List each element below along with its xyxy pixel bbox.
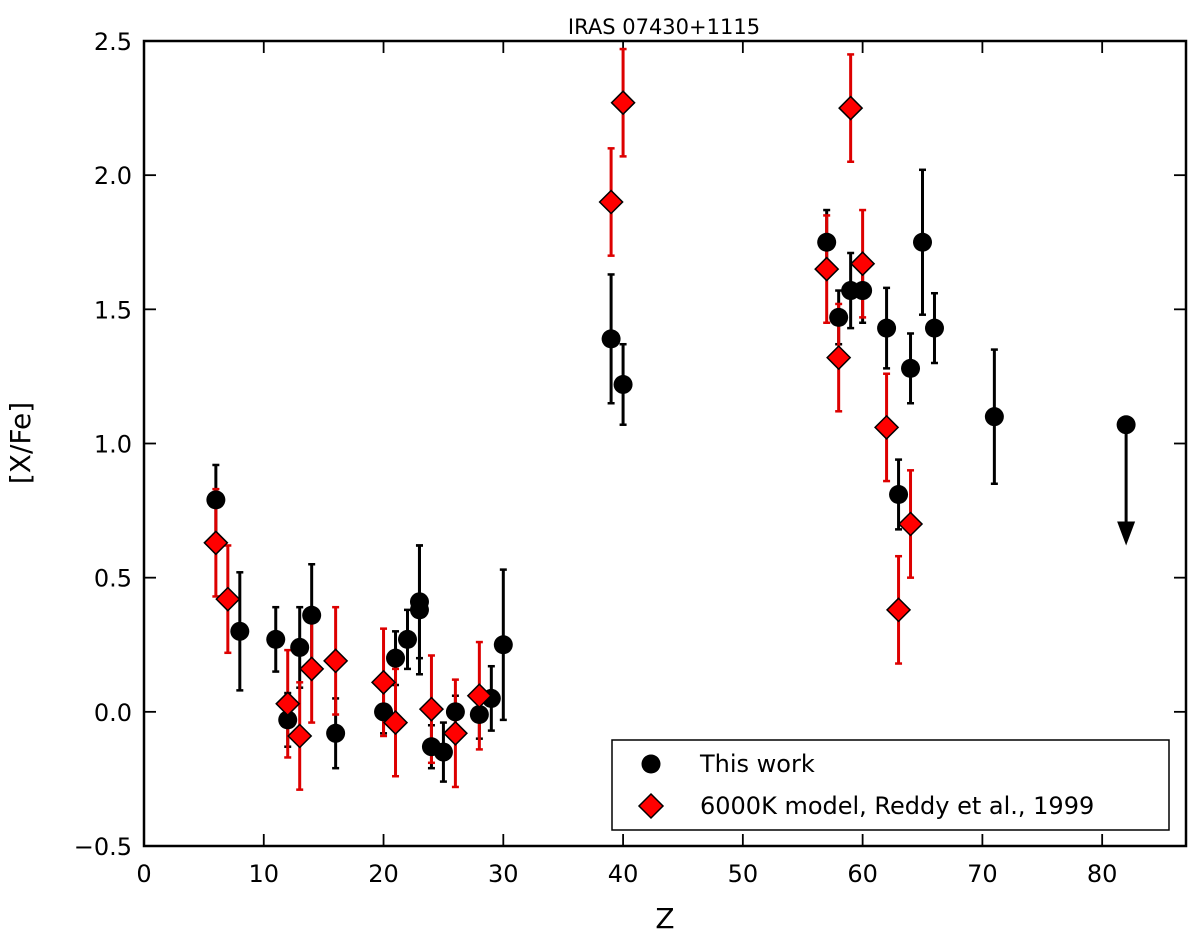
this-work-point [397, 629, 417, 649]
this-work-point [984, 407, 1004, 427]
reddy-model-point [850, 251, 876, 277]
this-work-upper-limit-point [1116, 415, 1136, 435]
reddy-model-point [275, 691, 301, 717]
x-axis-label: Z [655, 902, 674, 932]
reddy-model-point [466, 683, 492, 709]
this-work-point [817, 232, 837, 252]
this-work-point [445, 702, 465, 722]
y-tick-label: 1.0 [94, 431, 132, 459]
this-work-point [493, 635, 513, 655]
upper-limit-arrow-head [1117, 521, 1136, 546]
reddy-model-point [885, 597, 912, 623]
x-tick-label: 60 [847, 860, 878, 888]
x-tick-label: 30 [488, 860, 519, 888]
y-tick-label: 0.0 [94, 699, 132, 727]
reddy-model-point [826, 345, 852, 371]
tick-labels: 0 10 20 30 40 50 60 70 80 −0.5 0.0 0.5 1.0 1.5 2.0 2.5 [74, 28, 1118, 888]
y-tick-label: 2.0 [94, 162, 132, 190]
this-work-point [913, 232, 933, 252]
this-work-point [877, 318, 897, 338]
legend-marker-this-work [641, 754, 661, 774]
this-work-point [230, 621, 250, 641]
reddy-model-point [598, 189, 624, 215]
reddy-model-point [874, 414, 900, 440]
reddy-model-point [215, 586, 241, 612]
y-tick-label: 0.5 [94, 565, 132, 593]
this-work-point [889, 484, 909, 504]
data-markers [203, 90, 1136, 762]
y-tick-label: 2.5 [94, 28, 132, 56]
this-work-point [601, 329, 621, 349]
y-tick-label: 1.5 [94, 296, 132, 324]
chart-title: IRAS 07430+1115 [568, 15, 760, 39]
reddy-model-point [897, 511, 924, 537]
x-tick-label: 70 [967, 860, 998, 888]
x-tick-label: 0 [136, 860, 151, 888]
this-work-point [469, 705, 489, 725]
this-work-point [853, 281, 873, 301]
this-work-point [409, 592, 429, 612]
this-work-point [924, 318, 944, 338]
reddy-model-point [442, 720, 468, 746]
x-tick-label: 40 [608, 860, 639, 888]
reddy-model-point [323, 648, 349, 674]
reddy-model-point [299, 656, 325, 682]
legend-label-reddy-model: 6000K model, Reddy et al., 1999 [700, 792, 1094, 820]
x-tick-label: 80 [1087, 860, 1118, 888]
plot-area [142, 39, 1188, 848]
y-tick-label: −0.5 [74, 833, 132, 861]
legend-box [611, 739, 1170, 831]
reddy-model-point [203, 530, 229, 556]
reddy-model-point [814, 256, 840, 282]
this-work-point [613, 374, 633, 394]
this-work-point [901, 358, 921, 378]
reddy-model-point [287, 723, 313, 749]
this-work-point [278, 710, 298, 730]
y-axis-label: [X/Fe] [4, 402, 37, 484]
this-work-point [433, 742, 453, 762]
reddy-model-point [370, 669, 397, 695]
x-tick-label: 50 [728, 860, 759, 888]
reddy-model-point [382, 710, 409, 736]
reddy-model-point [838, 95, 864, 121]
this-work-point [326, 723, 346, 743]
reddy-model-point [418, 696, 445, 722]
legend-label-this-work: This work [699, 750, 815, 778]
this-work-point [290, 637, 310, 657]
reddy-model-point [610, 90, 636, 116]
this-work-point [374, 702, 394, 722]
x-tick-label: 10 [248, 860, 279, 888]
this-work-point [266, 629, 286, 649]
x-tick-label: 20 [368, 860, 399, 888]
this-work-point [386, 648, 406, 668]
this-work-point [206, 490, 226, 510]
legend-marker-reddy-model [637, 792, 665, 820]
legend: This work 6000K model, Reddy et al., 199… [611, 739, 1170, 831]
this-work-point [829, 307, 849, 327]
this-work-point [302, 605, 322, 625]
